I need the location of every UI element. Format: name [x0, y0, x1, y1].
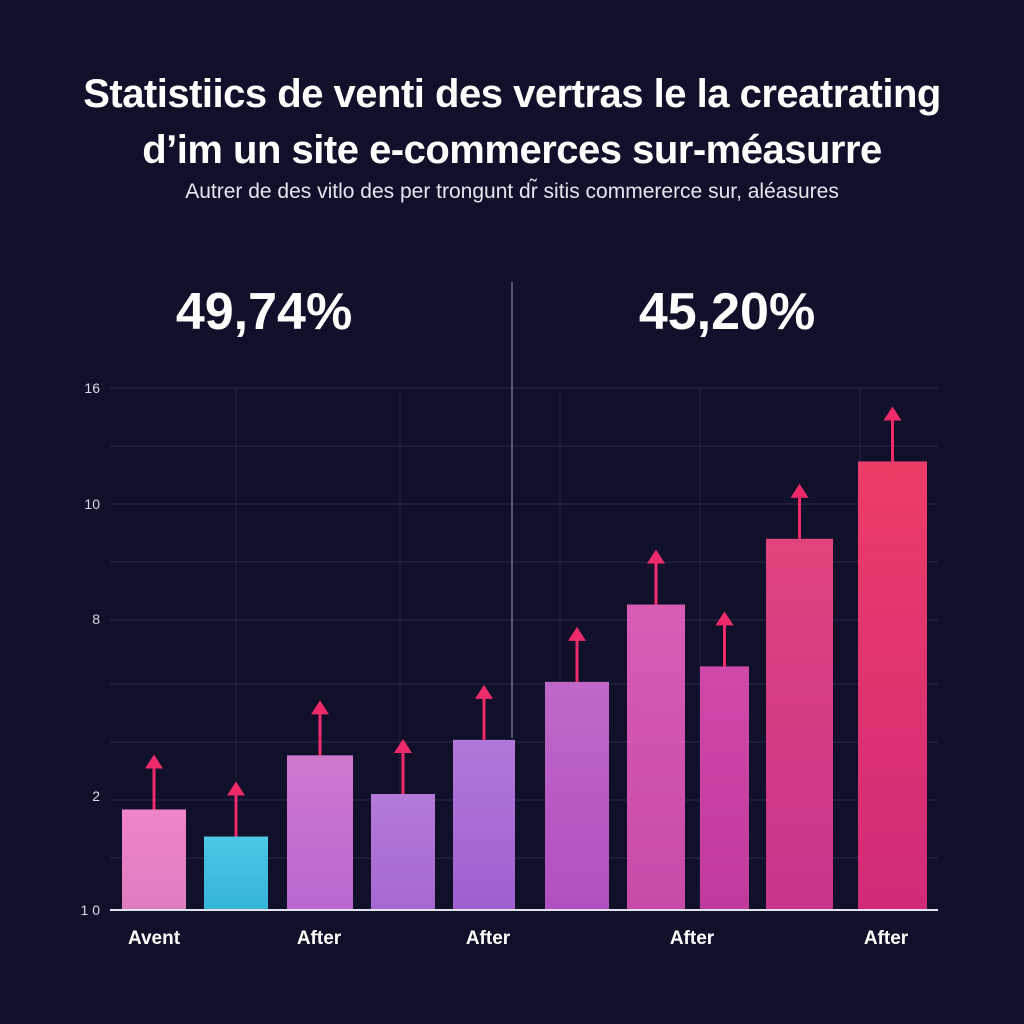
- arrow-up-icon: [394, 739, 412, 794]
- bar: [122, 809, 186, 910]
- bar: [371, 794, 435, 910]
- percentage-right: 45,20%: [638, 283, 816, 341]
- x-labels: Avent After After After After: [128, 928, 909, 949]
- y-tick-label: 16: [84, 380, 100, 396]
- y-tick-label: 10: [84, 496, 100, 512]
- bar: [700, 666, 749, 910]
- bar: [453, 739, 515, 910]
- arrow-up-icon: [227, 781, 245, 837]
- bar: [204, 836, 268, 910]
- arrow-up-icon: [475, 684, 493, 740]
- bar: [766, 538, 833, 910]
- bar: [287, 755, 353, 910]
- chart-title-line1: Statistiics de venti des vertras le la c…: [83, 72, 941, 116]
- arrow-up-icon: [145, 754, 163, 810]
- x-label: After: [466, 928, 511, 949]
- y-tick-label: 1 0: [81, 902, 101, 918]
- chart-title-line2: d’im un site e-commerces sur-méasurre: [142, 128, 882, 172]
- arrow-up-icon: [883, 406, 902, 462]
- arrow-up-icon: [568, 626, 586, 682]
- arrow-up-icon: [715, 611, 734, 667]
- arrow-up-icon: [790, 483, 809, 539]
- arrow-up-icon: [647, 549, 665, 605]
- chart-subtitle: Autrer de des vitlo des per trongunt dr̃…: [185, 180, 839, 203]
- x-label: After: [864, 928, 909, 949]
- chart-title: Statistiics de venti des vertras le la c…: [0, 66, 1024, 178]
- y-tick-label: 2: [92, 788, 100, 804]
- y-axis: 1 0 2 8 10 16: [81, 380, 101, 918]
- bars: [122, 461, 927, 910]
- x-label: After: [670, 928, 715, 949]
- arrows: [145, 406, 902, 837]
- bar: [627, 604, 685, 910]
- x-label: After: [297, 928, 342, 949]
- x-label: Avent: [128, 928, 181, 949]
- y-tick-label: 8: [92, 611, 100, 627]
- bar: [545, 681, 609, 910]
- percentage-left: 49,74%: [175, 283, 353, 341]
- bar: [858, 461, 927, 910]
- arrow-up-icon: [311, 700, 329, 756]
